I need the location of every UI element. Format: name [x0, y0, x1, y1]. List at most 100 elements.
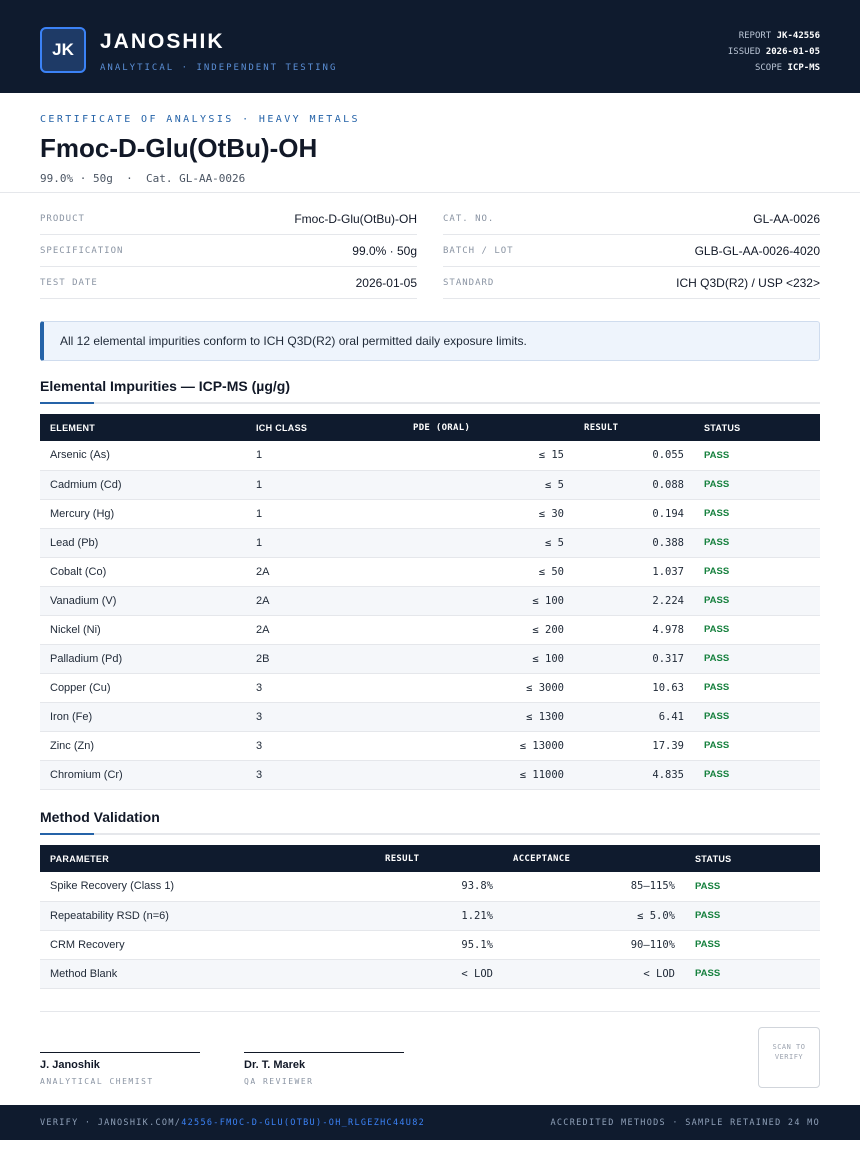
cell: ≤ 30: [403, 499, 574, 529]
cell: 0.055: [574, 441, 694, 471]
cell: 1: [246, 499, 403, 529]
cell: 1: [246, 441, 403, 471]
info-value: ICH Q3D(R2) / USP <232>: [676, 275, 820, 290]
cell: 4.835: [574, 760, 694, 790]
header-row: PARAMETER RESULT ACCEPTANCE STATUS: [40, 845, 820, 872]
section-heading: Method Validation: [40, 809, 160, 825]
cell: 2B: [246, 644, 403, 674]
cell: 85–115%: [503, 872, 685, 902]
cell: Vanadium (V): [40, 586, 246, 616]
cell: Cobalt (Co): [40, 557, 246, 587]
cell: 2A: [246, 615, 403, 645]
qr-stamp[interactable]: SCAN TO VERIFY: [758, 1027, 820, 1088]
logo: JK: [40, 27, 86, 73]
cell: ≤ 200: [403, 615, 574, 645]
info-label: STANDARD: [443, 277, 495, 288]
cell: PASS: [694, 557, 820, 587]
table-row: Chromium (Cr) 3 ≤ 11000 4.835 PASS: [40, 760, 820, 790]
cell: 0.317: [574, 644, 694, 674]
cell: 3: [246, 731, 403, 761]
cell: 1.21%: [375, 901, 503, 931]
cell: 2.224: [574, 586, 694, 616]
cell: PASS: [685, 901, 820, 931]
cell: 1: [246, 528, 403, 558]
cell: Chromium (Cr): [40, 760, 246, 790]
cell: ≤ 5: [403, 470, 574, 500]
cell: 6.41: [574, 702, 694, 732]
info-row: BATCH / LOT GLB-GL-AA-0026-4020: [443, 235, 820, 267]
cell: Zinc (Zn): [40, 731, 246, 761]
cell: 3: [246, 702, 403, 732]
cell: PASS: [694, 673, 820, 703]
info-row: CAT. NO. GL-AA-0026: [443, 203, 820, 235]
cell: 4.978: [574, 615, 694, 645]
cell: 17.39: [574, 731, 694, 761]
cell: Iron (Fe): [40, 702, 246, 732]
verify-link[interactable]: 42556-FMOC-D-GLU(OTBU)-OH_RLGEZHC44U82: [181, 1117, 426, 1128]
info-value: GLB-GL-AA-0026-4020: [694, 243, 820, 258]
cell: 3: [246, 760, 403, 790]
cell: 0.088: [574, 470, 694, 500]
divider: [40, 1011, 820, 1012]
info-row: TEST DATE 2026-01-05: [40, 267, 417, 299]
info-label: CAT. NO.: [443, 213, 495, 224]
info-label: PRODUCT: [40, 213, 85, 224]
info-value: 2026-01-05: [355, 275, 417, 290]
cell: PASS: [694, 702, 820, 732]
signer-role: ANALYTICAL CHEMIST: [40, 1077, 154, 1086]
info-row: SPECIFICATION 99.0% · 50g: [40, 235, 417, 267]
cell: PASS: [685, 872, 820, 902]
cell: ≤ 5: [403, 528, 574, 558]
column-header: RESULT: [574, 414, 694, 441]
info-left: PRODUCT Fmoc-D-Glu(OtBu)-OH SPECIFICATION 9…: [40, 203, 417, 299]
cell: 2A: [246, 586, 403, 616]
info-value: 99.0% · 50g: [352, 243, 417, 258]
divider: [0, 192, 860, 193]
table-row: Cobalt (Co) 2A ≤ 50 1.037 PASS: [40, 557, 820, 587]
column-header: PDE (ORAL): [403, 414, 574, 441]
meta-value: JK-42556: [776, 31, 820, 41]
underline: [40, 402, 820, 404]
cell: ≤ 5.0%: [503, 901, 685, 931]
table-row: Mercury (Hg) 1 ≤ 30 0.194 PASS: [40, 499, 820, 529]
info-row: PRODUCT Fmoc-D-Glu(OtBu)-OH: [40, 203, 417, 235]
impurities-table: ELEMENT ICH CLASS PDE (ORAL) RESULT STATUS Ar…: [40, 414, 820, 790]
cell: Mercury (Hg): [40, 499, 246, 529]
cell: Repeatability RSD (n=6): [40, 901, 375, 931]
cell: 1.037: [574, 557, 694, 587]
cell: PASS: [694, 499, 820, 529]
cell: PASS: [694, 644, 820, 674]
cell: ≤ 3000: [403, 673, 574, 703]
meta-value: ICP-MS: [787, 63, 820, 73]
signer-name: J. Janoshik: [40, 1059, 100, 1071]
cell: PASS: [694, 528, 820, 558]
column-header: RESULT: [375, 845, 503, 872]
cell: 1: [246, 470, 403, 500]
kicker: CERTIFICATE OF ANALYSIS · HEAVY METALS: [40, 114, 360, 125]
table-row: Palladium (Pd) 2B ≤ 100 0.317 PASS: [40, 644, 820, 674]
cell: ≤ 1300: [403, 702, 574, 732]
cell: PASS: [694, 586, 820, 616]
table-row: Zinc (Zn) 3 ≤ 13000 17.39 PASS: [40, 731, 820, 761]
table-row: Copper (Cu) 3 ≤ 3000 10.63 PASS: [40, 673, 820, 703]
cell: Nickel (Ni): [40, 615, 246, 645]
cell: Copper (Cu): [40, 673, 246, 703]
table-row: Method Blank < LOD < LOD PASS: [40, 959, 820, 989]
cell: Palladium (Pd): [40, 644, 246, 674]
info-label: BATCH / LOT: [443, 245, 514, 256]
verify-text: VERIFY · JANOSHIK.COM/: [40, 1117, 182, 1128]
meta-value: 2026-01-05: [765, 47, 820, 57]
header: JK JANOSHIK ANALYTICAL · INDEPENDENT TES…: [0, 0, 860, 93]
table-row: Repeatability RSD (n=6) 1.21% ≤ 5.0% PASS: [40, 901, 820, 931]
cell: 95.1%: [375, 930, 503, 960]
cell: PASS: [685, 959, 820, 989]
cell: < LOD: [375, 959, 503, 989]
cell: Cadmium (Cd): [40, 470, 246, 500]
cell: PASS: [694, 615, 820, 645]
cell: 93.8%: [375, 872, 503, 902]
signature: J. Janoshik ANALYTICAL CHEMIST: [40, 1052, 200, 1086]
column-header: PARAMETER: [40, 845, 375, 872]
report-meta: REPORT JK-42556 ISSUED 2026-01-05 SCOPE IC…: [728, 28, 820, 76]
column-header: ACCEPTANCE: [503, 845, 685, 872]
